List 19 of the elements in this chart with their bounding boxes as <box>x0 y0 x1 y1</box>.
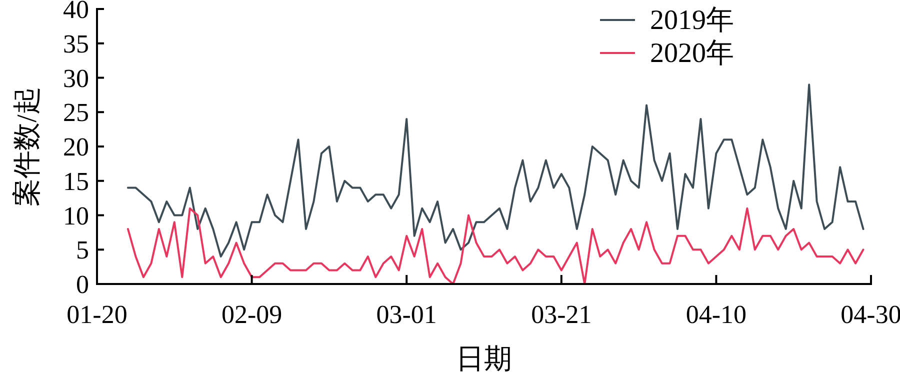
x-tick-label: 03-21 <box>531 300 592 329</box>
x-tick-label: 01-20 <box>66 300 128 329</box>
y-tick-label: 20 <box>63 132 89 162</box>
x-tick-label: 03-01 <box>376 300 437 329</box>
y-tick-label: 10 <box>63 201 89 230</box>
y-tick-label: 25 <box>63 98 89 128</box>
y-tick-label: 0 <box>76 270 89 299</box>
y-tick-label: 35 <box>63 29 89 58</box>
legend-label: 2020年 <box>650 38 734 69</box>
y-tick-label: 40 <box>63 0 89 24</box>
y-tick-label: 30 <box>63 64 89 93</box>
x-tick-label: 04-10 <box>686 300 747 329</box>
y-tick-label: 5 <box>76 236 89 265</box>
x-axis-title: 日期 <box>456 344 512 375</box>
legend-label: 2019年 <box>650 5 734 36</box>
y-tick-label: 15 <box>63 166 89 196</box>
x-tick-label: 04-30 <box>840 300 900 329</box>
y-axis-title: 案件数/起 <box>11 86 43 206</box>
x-tick-label: 02-09 <box>221 300 282 329</box>
